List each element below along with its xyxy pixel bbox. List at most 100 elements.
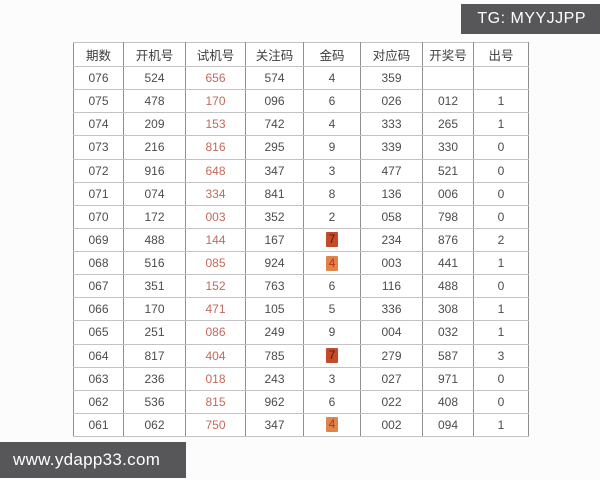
cell-test-number: 750 [185,412,246,438]
cell-out-number: 0 [473,274,529,299]
cell-draw-number: 094 [422,412,474,438]
cell-map-code: 336 [360,297,423,322]
cell-draw-number: 876 [422,227,474,253]
table-row: 076 524 656 574 4 359 [73,65,529,91]
results-table-body: 076 524 656 574 4 359 075 478 170 096 6 … [73,65,529,438]
cell-period: 061 [73,412,124,438]
cell-map-code: 004 [360,320,423,345]
cell-map-code: 026 [360,89,423,114]
cell-test-number: 334 [185,181,246,206]
cell-boot-number: 062 [123,412,186,438]
header-gold-code: 金码 [303,42,361,67]
cell-map-code: 279 [360,343,423,368]
telegram-badge: TG: MYYJJPP [461,4,600,34]
cell-test-number: 170 [185,89,246,114]
cell-boot-number: 516 [123,250,186,276]
cell-follow-code: 295 [245,135,304,160]
cell-gold-code: 4 [303,250,361,276]
header-draw-number: 开奖号 [422,42,474,67]
cell-map-code: 136 [360,181,423,206]
cell-follow-code: 347 [245,412,304,438]
table-header: 期数 开机号 试机号 关注码 金码 对应码 开奖号 出号 [73,42,529,67]
cell-follow-code: 841 [245,181,304,206]
cell-boot-number: 236 [123,366,186,391]
gold-code-value: 4 [325,417,339,433]
cell-out-number: 1 [473,412,529,438]
header-out-number: 出号 [473,42,529,67]
cell-period: 073 [73,135,124,160]
cell-draw-number: 308 [422,297,474,322]
table-row: 075 478 170 096 6 026 012 1 [73,89,529,114]
cell-out-number: 1 [473,320,529,345]
gold-code-value: 7 [325,232,339,248]
gold-code-value: 4 [325,255,339,271]
cell-draw-number: 798 [422,204,474,229]
cell-map-code: 234 [360,227,423,253]
cell-period: 064 [73,343,124,368]
gold-code-value: 7 [325,348,339,364]
gold-code-value: 6 [328,94,336,109]
site-watermark: www.ydapp33.com [0,442,186,478]
cell-gold-code: 4 [303,112,361,137]
cell-draw-number [422,65,474,91]
cell-period: 066 [73,297,124,322]
cell-map-code: 339 [360,135,423,160]
cell-follow-code: 924 [245,250,304,276]
cell-follow-code: 763 [245,274,304,299]
table-row: 063 236 018 243 3 027 971 0 [73,366,529,391]
cell-gold-code: 8 [303,181,361,206]
cell-period: 065 [73,320,124,345]
table-row: 068 516 085 924 4 003 441 1 [73,250,529,276]
cell-test-number: 656 [185,65,246,91]
cell-map-code: 027 [360,366,423,391]
cell-out-number: 1 [473,89,529,114]
cell-gold-code: 5 [303,297,361,322]
cell-gold-code: 3 [303,366,361,391]
cell-test-number: 648 [185,158,246,183]
cell-draw-number: 971 [422,366,474,391]
gold-code-value: 3 [328,163,336,178]
cell-boot-number: 524 [123,65,186,91]
gold-code-value: 2 [328,209,336,224]
cell-boot-number: 172 [123,204,186,229]
cell-map-code: 003 [360,250,423,276]
cell-map-code: 002 [360,412,423,438]
cell-map-code: 022 [360,389,423,414]
cell-out-number: 0 [473,181,529,206]
cell-period: 067 [73,274,124,299]
cell-period: 063 [73,366,124,391]
cell-gold-code: 4 [303,65,361,91]
gold-code-value: 3 [328,371,336,386]
cell-follow-code: 249 [245,320,304,345]
cell-gold-code: 7 [303,343,361,368]
cell-test-number: 816 [185,135,246,160]
cell-follow-code: 574 [245,65,304,91]
cell-out-number: 3 [473,343,529,368]
cell-out-number: 0 [473,158,529,183]
cell-period: 072 [73,158,124,183]
cell-draw-number: 488 [422,274,474,299]
cell-test-number: 003 [185,204,246,229]
table-row: 071 074 334 841 8 136 006 0 [73,181,529,206]
cell-period: 069 [73,227,124,253]
header-boot-number: 开机号 [123,42,186,67]
cell-draw-number: 587 [422,343,474,368]
cell-gold-code: 7 [303,227,361,253]
table-row: 065 251 086 249 9 004 032 1 [73,320,529,345]
cell-map-code: 058 [360,204,423,229]
cell-map-code: 116 [360,274,423,299]
cell-gold-code: 6 [303,274,361,299]
cell-gold-code: 4 [303,412,361,438]
cell-period: 070 [73,204,124,229]
cell-follow-code: 742 [245,112,304,137]
cell-draw-number: 330 [422,135,474,160]
cell-gold-code: 9 [303,135,361,160]
cell-period: 074 [73,112,124,137]
header-follow-code: 关注码 [245,42,304,67]
lottery-results-table: 期数 开机号 试机号 关注码 金码 对应码 开奖号 出号 076 524 656… [73,42,529,438]
gold-code-value: 6 [328,279,336,294]
cell-draw-number: 441 [422,250,474,276]
header-test-number: 试机号 [185,42,246,67]
cell-map-code: 333 [360,112,423,137]
cell-gold-code: 3 [303,158,361,183]
